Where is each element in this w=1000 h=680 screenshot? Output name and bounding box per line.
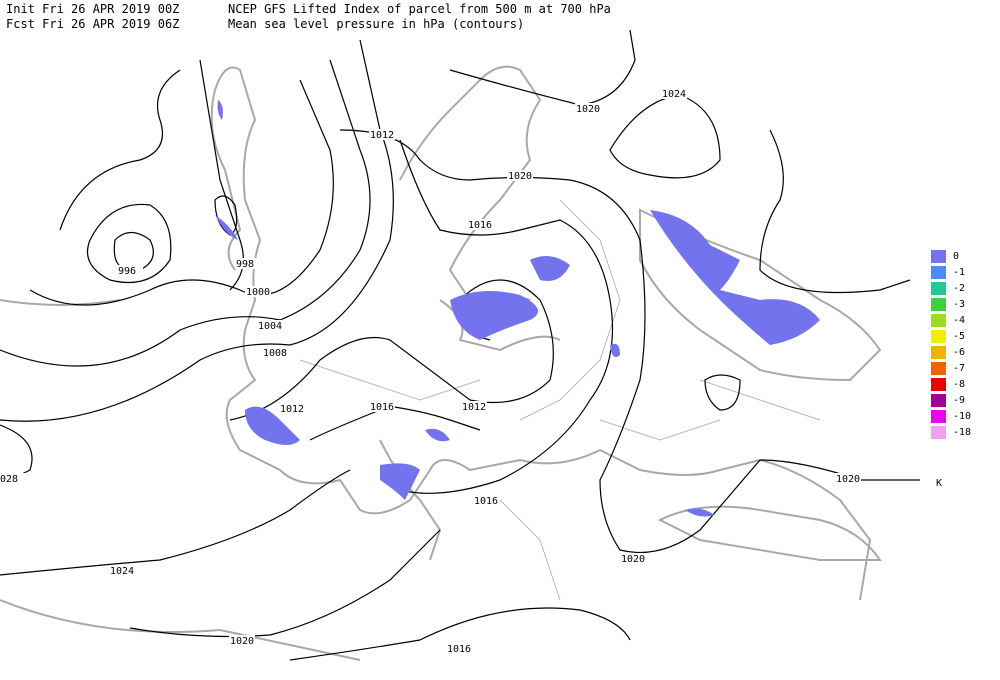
label-backing (835, 473, 861, 484)
lifted-index-areas (215, 100, 820, 517)
instability-area (650, 210, 820, 345)
instability-area (425, 428, 450, 442)
map-subtitle: Mean sea level pressure in hPa (contours… (228, 17, 524, 31)
label-backing (473, 495, 499, 506)
legend-swatch (931, 378, 946, 391)
legend-swatch (931, 362, 946, 375)
legend-label: -8 (953, 379, 965, 390)
label-backing (245, 286, 271, 297)
legend-label: 0 (953, 251, 959, 262)
forecast-time: Fcst Fri 26 APR 2019 06Z (6, 17, 179, 31)
instability-area (610, 343, 620, 358)
legend-swatch (931, 410, 946, 423)
legend-label: -9 (953, 395, 965, 406)
legend-label: -18 (953, 427, 971, 438)
contour-label: 1020 (621, 554, 645, 565)
label-backing (369, 129, 395, 140)
label-backing (575, 103, 601, 114)
label-backing (507, 170, 533, 181)
legend-swatch (931, 266, 946, 279)
label-backing (0, 473, 25, 484)
legend-swatch (931, 394, 946, 407)
label-backing (117, 265, 143, 276)
legend-unit: K (936, 478, 942, 489)
legend-label: -1 (953, 267, 965, 278)
label-backing (446, 643, 472, 654)
legend-label: -3 (953, 299, 965, 310)
legend-swatch (931, 282, 946, 295)
label-backing (461, 401, 487, 412)
map-title: NCEP GFS Lifted Index of parcel from 500… (228, 2, 611, 16)
contour-label: 1016 (370, 402, 394, 413)
label-backing (109, 565, 135, 576)
legend-swatch (931, 298, 946, 311)
contour-label: 1000 (246, 287, 270, 298)
legend-swatch (931, 250, 946, 263)
contour-label: 998 (236, 259, 254, 270)
contour-labels: 996 998 1000 1004 1008 1012 1016 1012 1016 1016 10… (0, 88, 861, 655)
label-backing (620, 553, 646, 564)
legend-label: -6 (953, 347, 965, 358)
legend-label: -5 (953, 331, 965, 342)
contour-label: 1012 (280, 404, 304, 415)
contour-label: 028 (0, 474, 18, 485)
instability-area (245, 406, 300, 445)
contour-label: 1020 (576, 104, 600, 115)
contour-label: 1008 (263, 348, 287, 359)
contour-label: 1024 (662, 89, 686, 100)
contour-label: 1004 (258, 321, 282, 332)
contour-label: 1020 (508, 171, 532, 182)
label-backing (279, 403, 305, 414)
label-backing (229, 635, 255, 646)
contour-label: 1020 (836, 474, 860, 485)
instability-area (215, 215, 238, 240)
instability-area (217, 100, 223, 120)
contour-label: 1016 (468, 220, 492, 231)
legend-swatch (931, 314, 946, 327)
label-backing (257, 320, 283, 331)
legend-label: -10 (953, 411, 971, 422)
legend-label: -7 (953, 363, 965, 374)
instability-area (530, 256, 570, 281)
contour-label: 1012 (462, 402, 486, 413)
legend-label: -2 (953, 283, 965, 294)
legend-swatch (931, 346, 946, 359)
label-backing (369, 401, 395, 412)
label-backing (235, 258, 261, 269)
contour-label: 1024 (110, 566, 134, 577)
isobars (0, 29, 920, 661)
init-time: Init Fri 26 APR 2019 00Z (6, 2, 179, 16)
instability-area (685, 508, 715, 517)
label-backing (262, 347, 288, 358)
instability-area (380, 463, 420, 500)
legend-swatch (931, 330, 946, 343)
instability-area (450, 291, 538, 340)
legend: 0 -1 -2 -3 -4 -5 -6 -7 -8 -9 -10 -18 K (931, 250, 971, 489)
contour-label: 1020 (230, 636, 254, 647)
legend-label: -4 (953, 315, 965, 326)
contour-label: 1016 (447, 644, 471, 655)
contour-label: 1016 (474, 496, 498, 507)
label-backing (467, 219, 493, 230)
label-backing (661, 88, 687, 99)
contour-label: 1012 (370, 130, 394, 141)
legend-swatch (931, 426, 946, 439)
contour-label: 996 (118, 266, 136, 277)
